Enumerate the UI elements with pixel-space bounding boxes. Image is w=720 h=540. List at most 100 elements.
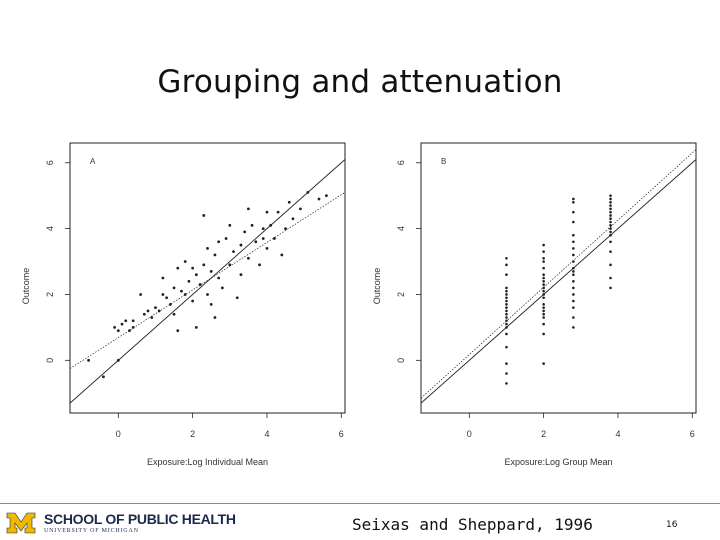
data-point [299,207,302,211]
data-point [572,286,575,290]
data-point [317,197,321,201]
data-point [202,214,206,217]
data-point [176,329,180,333]
data-point [609,263,612,267]
data-point [232,250,235,254]
data-point [291,217,295,221]
identity-line [421,159,696,404]
data-point [542,293,545,296]
data-point [542,362,545,365]
data-point [228,223,232,227]
data-point [505,322,508,326]
fitted-line [421,149,696,399]
data-point [209,270,213,273]
data-point [542,266,545,270]
panel-label: A [90,157,96,166]
data-point [183,260,187,263]
data-point [609,250,612,253]
data-point [217,276,221,280]
data-point [284,227,287,231]
data-point [258,263,261,267]
data-point [609,214,612,217]
x-axis-label: Exposure:Log Group Mean [504,457,612,467]
data-point [542,309,545,313]
data-point [191,266,195,270]
data-point [250,223,254,227]
data-point [213,253,217,257]
data-point [572,306,575,309]
data-point [542,312,545,316]
data-point [572,270,575,273]
y-axis-label: Outcome [372,268,382,305]
data-point [325,194,328,198]
data-point [116,358,120,362]
data-point [505,362,508,365]
data-point [113,325,116,329]
fitted-line [70,192,345,369]
data-point [276,210,280,214]
data-point [505,296,508,300]
page-number: 16 [666,520,678,530]
y-tick-label: 4 [396,226,406,231]
data-point [572,253,575,257]
data-point [572,299,575,303]
data-point [217,240,221,244]
data-point [542,332,545,336]
data-point [120,322,124,326]
data-point [609,200,612,204]
data-point [102,375,105,379]
data-point [172,286,176,290]
data-point [609,224,612,227]
data-point [139,293,143,296]
data-point [172,312,176,316]
plot-area [421,149,696,404]
data-point [202,263,206,267]
data-point [272,237,276,240]
data-point [87,358,90,362]
y-tick-label: 0 [396,358,406,363]
data-point [572,316,575,319]
plot-frame [69,142,346,414]
data-point [609,227,612,230]
data-point [542,283,545,286]
data-point [246,207,250,211]
data-point [609,217,612,221]
data-point [505,345,508,349]
y-tick-label: 2 [396,292,406,297]
data-point [220,286,224,290]
data-point [168,302,172,306]
data-point [131,325,135,329]
data-point [609,233,612,237]
data-point [161,276,165,280]
data-point [572,240,575,244]
x-tick-label: 2 [190,429,195,439]
data-point [542,306,545,309]
data-point [261,227,265,231]
data-point [235,296,239,300]
data-point [572,200,575,204]
data-point [609,240,612,244]
data-point [609,204,612,207]
data-point [243,230,247,234]
data-point [261,237,265,240]
y-tick-label: 6 [396,160,406,165]
data-point [161,293,165,296]
data-point [209,302,213,306]
scatter-panel-b: 0 2 4 6 0 2 4 6 Exposure:Log Group Mean Outcome B [372,142,697,467]
plot-frame [420,142,697,414]
data-point [572,210,575,214]
data-point [609,286,612,290]
data-point [176,266,180,270]
data-point [287,200,291,204]
data-point [146,309,150,313]
data-point [572,266,575,270]
data-point [542,250,545,253]
data-point [609,230,612,234]
data-point [609,197,612,201]
data-point [542,303,545,306]
identity-line [70,159,345,404]
logo-university-name: UNIVERSITY OF MICHIGAN [44,528,139,534]
x-tick-label: 0 [116,429,121,439]
data-point [194,325,198,329]
data-point [505,319,508,323]
